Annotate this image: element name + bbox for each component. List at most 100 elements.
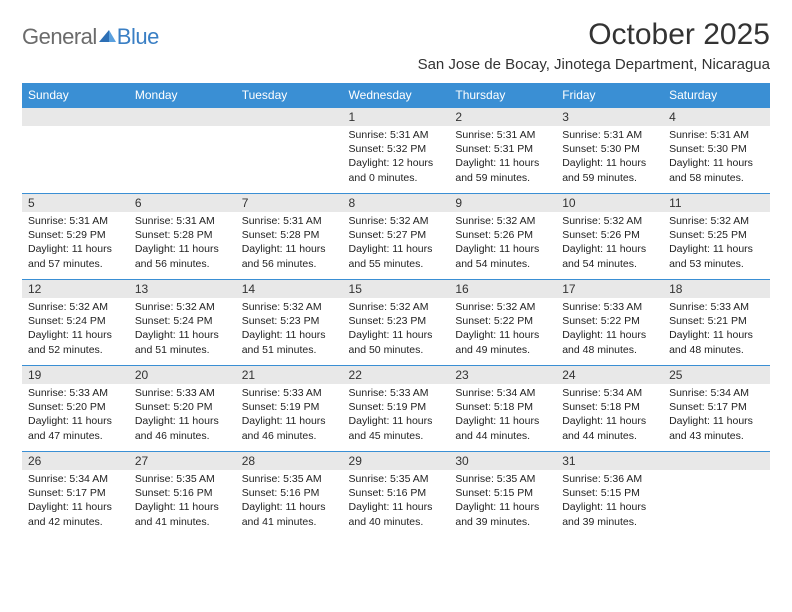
day-details: Sunrise: 5:32 AMSunset: 5:22 PMDaylight:… — [449, 298, 556, 359]
calendar-day-cell — [663, 452, 770, 538]
day-number: 3 — [556, 108, 663, 126]
day-details: Sunrise: 5:31 AMSunset: 5:31 PMDaylight:… — [449, 126, 556, 187]
calendar-week-row: 1Sunrise: 5:31 AMSunset: 5:32 PMDaylight… — [22, 108, 770, 194]
day-details: Sunrise: 5:33 AMSunset: 5:19 PMDaylight:… — [343, 384, 450, 445]
day-details: Sunrise: 5:31 AMSunset: 5:30 PMDaylight:… — [663, 126, 770, 187]
header: General Blue October 2025 San Jose de Bo… — [22, 18, 770, 73]
day-details: Sunrise: 5:34 AMSunset: 5:17 PMDaylight:… — [663, 384, 770, 445]
day-number: 23 — [449, 366, 556, 384]
logo-text-2: Blue — [117, 24, 159, 50]
calendar-day-cell: 23Sunrise: 5:34 AMSunset: 5:18 PMDayligh… — [449, 366, 556, 452]
calendar-day-cell: 11Sunrise: 5:32 AMSunset: 5:25 PMDayligh… — [663, 194, 770, 280]
day-number: 21 — [236, 366, 343, 384]
day-details: Sunrise: 5:32 AMSunset: 5:26 PMDaylight:… — [449, 212, 556, 273]
day-number: 30 — [449, 452, 556, 470]
calendar-day-cell: 6Sunrise: 5:31 AMSunset: 5:28 PMDaylight… — [129, 194, 236, 280]
calendar-day-cell: 7Sunrise: 5:31 AMSunset: 5:28 PMDaylight… — [236, 194, 343, 280]
day-details: Sunrise: 5:34 AMSunset: 5:18 PMDaylight:… — [449, 384, 556, 445]
day-details: Sunrise: 5:35 AMSunset: 5:15 PMDaylight:… — [449, 470, 556, 531]
day-details: Sunrise: 5:34 AMSunset: 5:17 PMDaylight:… — [22, 470, 129, 531]
calendar-day-cell: 29Sunrise: 5:35 AMSunset: 5:16 PMDayligh… — [343, 452, 450, 538]
day-number: 9 — [449, 194, 556, 212]
day-number: 16 — [449, 280, 556, 298]
day-details: Sunrise: 5:32 AMSunset: 5:24 PMDaylight:… — [129, 298, 236, 359]
day-number: 4 — [663, 108, 770, 126]
calendar-day-cell: 16Sunrise: 5:32 AMSunset: 5:22 PMDayligh… — [449, 280, 556, 366]
day-details: Sunrise: 5:33 AMSunset: 5:21 PMDaylight:… — [663, 298, 770, 359]
day-number: 6 — [129, 194, 236, 212]
day-details: Sunrise: 5:35 AMSunset: 5:16 PMDaylight:… — [129, 470, 236, 531]
calendar-day-cell: 26Sunrise: 5:34 AMSunset: 5:17 PMDayligh… — [22, 452, 129, 538]
calendar-day-cell: 24Sunrise: 5:34 AMSunset: 5:18 PMDayligh… — [556, 366, 663, 452]
day-details: Sunrise: 5:34 AMSunset: 5:18 PMDaylight:… — [556, 384, 663, 445]
calendar-day-cell: 3Sunrise: 5:31 AMSunset: 5:30 PMDaylight… — [556, 108, 663, 194]
calendar-day-cell: 5Sunrise: 5:31 AMSunset: 5:29 PMDaylight… — [22, 194, 129, 280]
calendar-day-cell: 28Sunrise: 5:35 AMSunset: 5:16 PMDayligh… — [236, 452, 343, 538]
day-number: 7 — [236, 194, 343, 212]
day-details: Sunrise: 5:35 AMSunset: 5:16 PMDaylight:… — [343, 470, 450, 531]
calendar-day-cell: 30Sunrise: 5:35 AMSunset: 5:15 PMDayligh… — [449, 452, 556, 538]
day-number: 2 — [449, 108, 556, 126]
day-number: 29 — [343, 452, 450, 470]
calendar-day-cell: 12Sunrise: 5:32 AMSunset: 5:24 PMDayligh… — [22, 280, 129, 366]
calendar-day-cell: 1Sunrise: 5:31 AMSunset: 5:32 PMDaylight… — [343, 108, 450, 194]
calendar-day-cell: 10Sunrise: 5:32 AMSunset: 5:26 PMDayligh… — [556, 194, 663, 280]
calendar-day-cell: 4Sunrise: 5:31 AMSunset: 5:30 PMDaylight… — [663, 108, 770, 194]
calendar-day-cell: 2Sunrise: 5:31 AMSunset: 5:31 PMDaylight… — [449, 108, 556, 194]
day-number: 17 — [556, 280, 663, 298]
day-details: Sunrise: 5:31 AMSunset: 5:28 PMDaylight:… — [236, 212, 343, 273]
weekday-header: Sunday — [22, 83, 129, 108]
day-details: Sunrise: 5:35 AMSunset: 5:16 PMDaylight:… — [236, 470, 343, 531]
day-details: Sunrise: 5:33 AMSunset: 5:20 PMDaylight:… — [129, 384, 236, 445]
day-details: Sunrise: 5:32 AMSunset: 5:23 PMDaylight:… — [343, 298, 450, 359]
calendar-table: SundayMondayTuesdayWednesdayThursdayFrid… — [22, 83, 770, 538]
calendar-day-cell: 15Sunrise: 5:32 AMSunset: 5:23 PMDayligh… — [343, 280, 450, 366]
weekday-header: Saturday — [663, 83, 770, 108]
day-details: Sunrise: 5:31 AMSunset: 5:28 PMDaylight:… — [129, 212, 236, 273]
day-details: Sunrise: 5:32 AMSunset: 5:27 PMDaylight:… — [343, 212, 450, 273]
weekday-header: Friday — [556, 83, 663, 108]
day-number-bar — [663, 452, 770, 470]
day-number: 19 — [22, 366, 129, 384]
day-number: 14 — [236, 280, 343, 298]
calendar-day-cell: 13Sunrise: 5:32 AMSunset: 5:24 PMDayligh… — [129, 280, 236, 366]
calendar-day-cell: 18Sunrise: 5:33 AMSunset: 5:21 PMDayligh… — [663, 280, 770, 366]
day-number: 20 — [129, 366, 236, 384]
day-number: 25 — [663, 366, 770, 384]
calendar-day-cell: 27Sunrise: 5:35 AMSunset: 5:16 PMDayligh… — [129, 452, 236, 538]
day-details: Sunrise: 5:33 AMSunset: 5:20 PMDaylight:… — [22, 384, 129, 445]
day-number: 28 — [236, 452, 343, 470]
calendar-day-cell: 21Sunrise: 5:33 AMSunset: 5:19 PMDayligh… — [236, 366, 343, 452]
day-number: 15 — [343, 280, 450, 298]
day-number: 1 — [343, 108, 450, 126]
day-number-bar — [22, 108, 129, 126]
day-number: 8 — [343, 194, 450, 212]
day-number: 12 — [22, 280, 129, 298]
day-number: 18 — [663, 280, 770, 298]
calendar-day-cell: 20Sunrise: 5:33 AMSunset: 5:20 PMDayligh… — [129, 366, 236, 452]
calendar-day-cell: 17Sunrise: 5:33 AMSunset: 5:22 PMDayligh… — [556, 280, 663, 366]
calendar-day-cell: 9Sunrise: 5:32 AMSunset: 5:26 PMDaylight… — [449, 194, 556, 280]
calendar-day-cell: 19Sunrise: 5:33 AMSunset: 5:20 PMDayligh… — [22, 366, 129, 452]
weekday-header: Wednesday — [343, 83, 450, 108]
weekday-header: Thursday — [449, 83, 556, 108]
day-details: Sunrise: 5:31 AMSunset: 5:30 PMDaylight:… — [556, 126, 663, 187]
calendar-head: SundayMondayTuesdayWednesdayThursdayFrid… — [22, 83, 770, 108]
calendar-body: 1Sunrise: 5:31 AMSunset: 5:32 PMDaylight… — [22, 108, 770, 538]
calendar-week-row: 5Sunrise: 5:31 AMSunset: 5:29 PMDaylight… — [22, 194, 770, 280]
weekday-header: Monday — [129, 83, 236, 108]
day-number-bar — [236, 108, 343, 126]
weekday-header: Tuesday — [236, 83, 343, 108]
calendar-day-cell: 31Sunrise: 5:36 AMSunset: 5:15 PMDayligh… — [556, 452, 663, 538]
calendar-day-cell — [236, 108, 343, 194]
day-number: 26 — [22, 452, 129, 470]
calendar-day-cell: 14Sunrise: 5:32 AMSunset: 5:23 PMDayligh… — [236, 280, 343, 366]
calendar-week-row: 19Sunrise: 5:33 AMSunset: 5:20 PMDayligh… — [22, 366, 770, 452]
day-number: 31 — [556, 452, 663, 470]
calendar-week-row: 26Sunrise: 5:34 AMSunset: 5:17 PMDayligh… — [22, 452, 770, 538]
day-details: Sunrise: 5:31 AMSunset: 5:29 PMDaylight:… — [22, 212, 129, 273]
day-details: Sunrise: 5:32 AMSunset: 5:24 PMDaylight:… — [22, 298, 129, 359]
calendar-day-cell: 25Sunrise: 5:34 AMSunset: 5:17 PMDayligh… — [663, 366, 770, 452]
day-number: 5 — [22, 194, 129, 212]
calendar-week-row: 12Sunrise: 5:32 AMSunset: 5:24 PMDayligh… — [22, 280, 770, 366]
